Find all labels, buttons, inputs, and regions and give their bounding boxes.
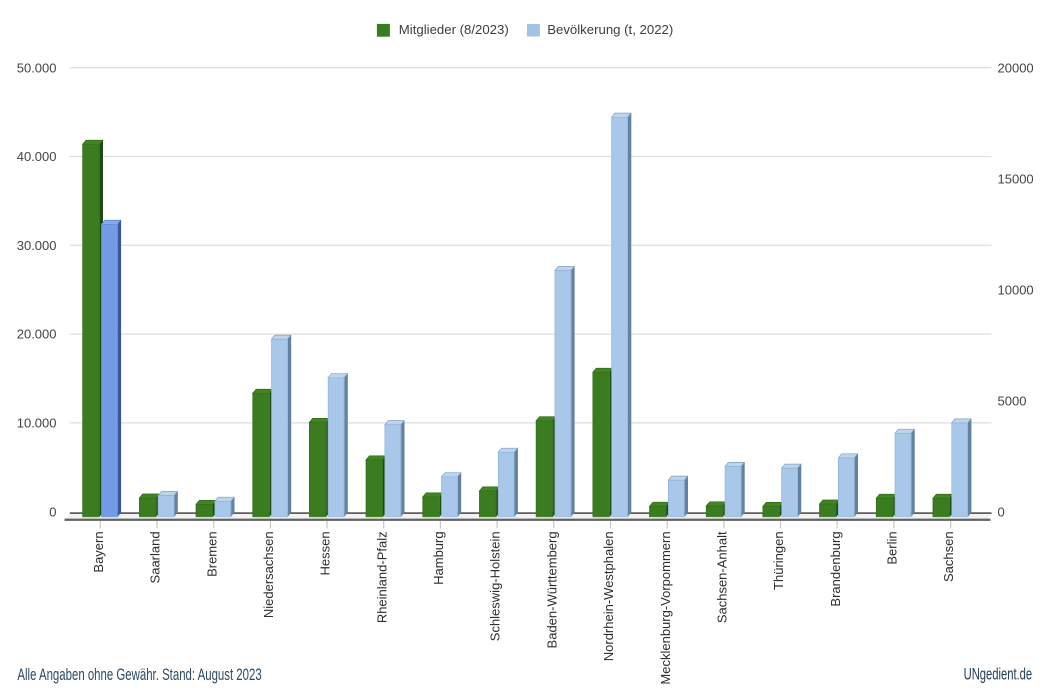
svg-text:Bevölkerung (t, 2022): Bevölkerung (t, 2022) [547, 22, 673, 37]
svg-text:Sachsen-Anhalt: Sachsen-Anhalt [715, 531, 730, 623]
svg-text:Hamburg: Hamburg [431, 531, 446, 584]
svg-text:0: 0 [998, 504, 1005, 519]
svg-text:Bremen: Bremen [204, 531, 219, 577]
svg-text:30.000: 30.000 [17, 238, 57, 253]
svg-text:Rheinland-Pfalz: Rheinland-Pfalz [374, 531, 389, 623]
svg-text:Mitglieder (8/2023): Mitglieder (8/2023) [399, 22, 509, 37]
svg-text:0: 0 [49, 504, 56, 519]
svg-text:Thüringen: Thüringen [771, 531, 786, 590]
svg-text:40.000: 40.000 [17, 149, 57, 164]
svg-text:20000: 20000 [998, 60, 1034, 75]
svg-text:Baden-Württemberg: Baden-Württemberg [544, 531, 559, 648]
svg-text:50.000: 50.000 [17, 60, 57, 75]
svg-text:20.000: 20.000 [17, 327, 57, 342]
svg-text:Saarland: Saarland [148, 531, 163, 583]
svg-text:Sachsen: Sachsen [941, 531, 956, 582]
svg-text:Bayern: Bayern [91, 531, 106, 572]
svg-text:Niedersachsen: Niedersachsen [261, 531, 276, 618]
svg-text:Nordrhein-Westphalen: Nordrhein-Westphalen [601, 531, 616, 661]
svg-text:Mecklenburg-Vorpommern: Mecklenburg-Vorpommern [658, 531, 673, 684]
svg-text:15000: 15000 [998, 171, 1034, 186]
svg-text:Berlin: Berlin [885, 531, 900, 564]
svg-text:Schleswig-Holstein: Schleswig-Holstein [488, 531, 503, 641]
svg-text:UNgedient.de: UNgedient.de [964, 664, 1033, 683]
svg-text:5000: 5000 [998, 393, 1027, 408]
svg-text:10.000: 10.000 [17, 416, 57, 431]
svg-text:Alle Angaben ohne Gewähr. Stan: Alle Angaben ohne Gewähr. Stand: August … [17, 666, 261, 685]
svg-text:Hessen: Hessen [318, 531, 333, 575]
svg-text:Brandenburg: Brandenburg [828, 531, 843, 606]
svg-text:10000: 10000 [998, 282, 1034, 297]
